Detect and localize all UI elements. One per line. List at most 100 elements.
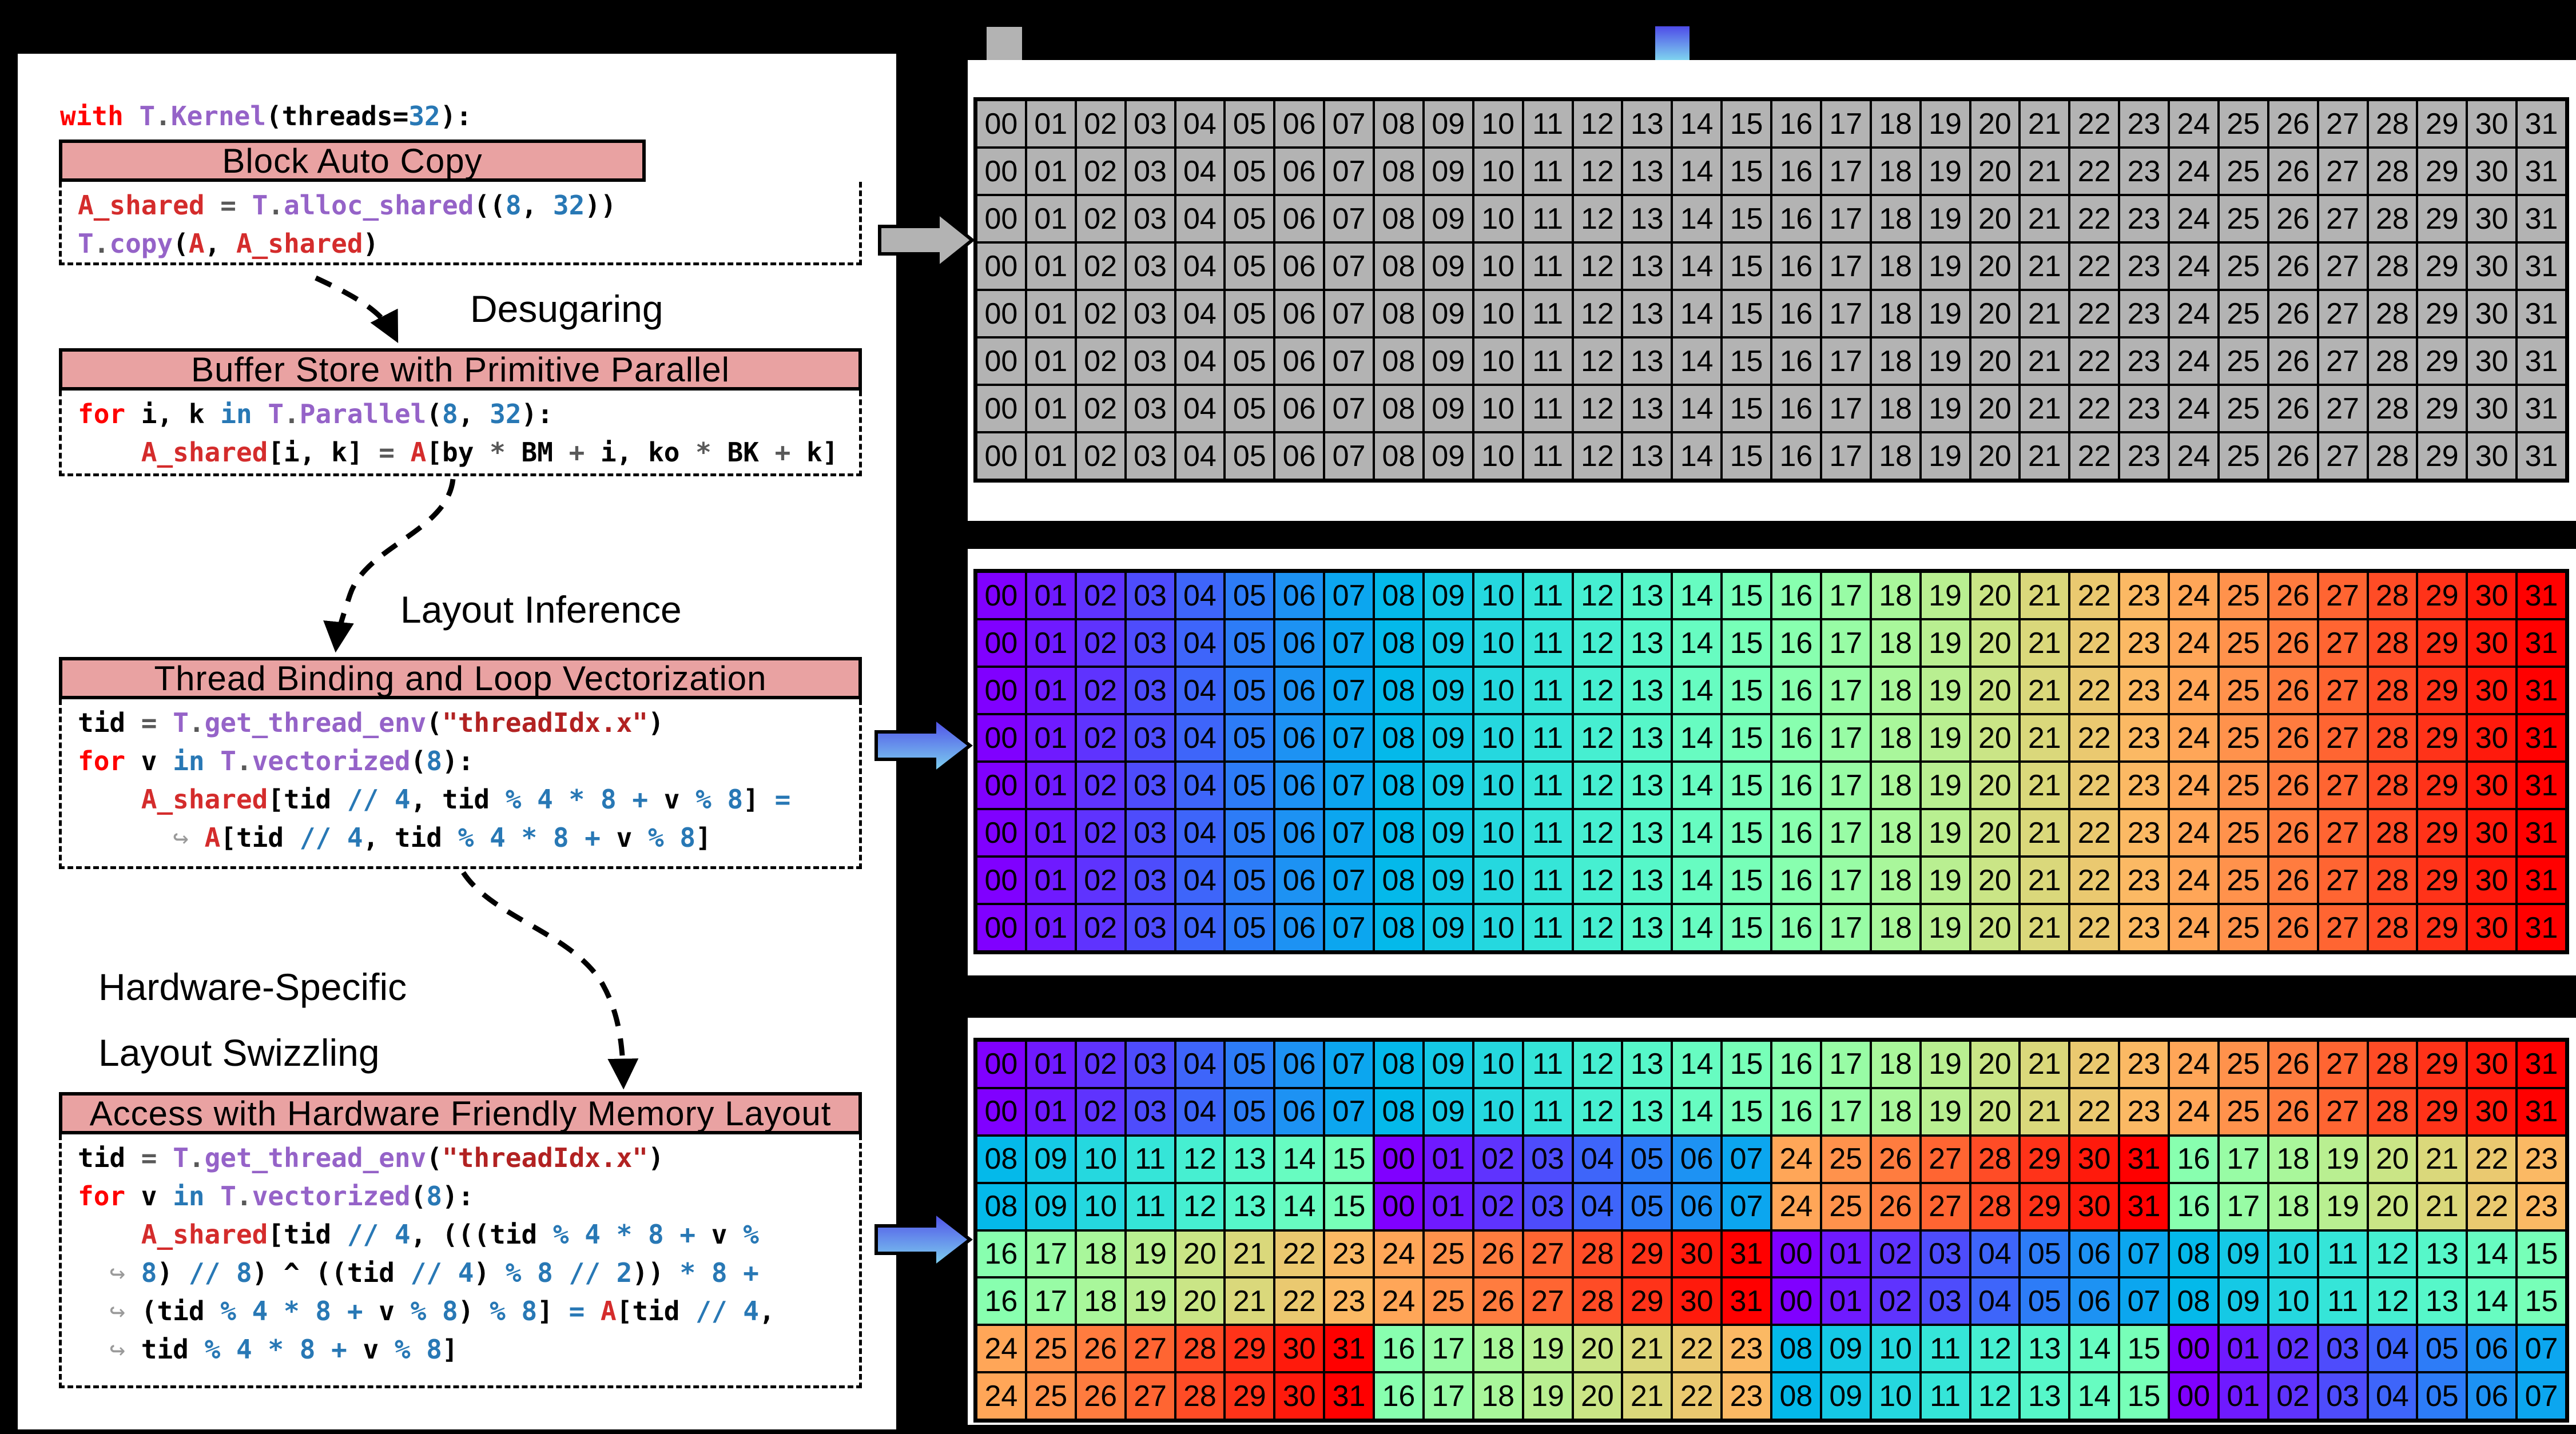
grid-cell: 03 (1125, 572, 1175, 619)
grid-cell: 16 (1771, 100, 1821, 148)
grid-cell: 25 (1423, 1230, 1473, 1278)
code-line: A_shared = T.alloc_shared((8, 32)) (78, 186, 859, 225)
code-token: A (600, 1296, 617, 1327)
code-token: * 8 + (679, 1257, 759, 1288)
grid-cell: 01 (2218, 1372, 2268, 1420)
grid-cell: 00 (976, 100, 1026, 148)
grid-cell: 12 (2367, 1277, 2418, 1325)
grid-cell: 00 (976, 290, 1026, 337)
grid-cell: 27 (2317, 904, 2368, 951)
grid-cell: 19 (1920, 904, 1970, 951)
grid-cell: 19 (1920, 100, 1970, 148)
grid-cell: 01 (1025, 432, 1076, 480)
grid-cell: 29 (2020, 1182, 2070, 1230)
grid-cell: 20 (1970, 809, 2020, 857)
code-token: = (141, 707, 157, 738)
code-token: A_shared (141, 437, 268, 468)
grid-cell: 11 (2317, 1230, 2368, 1278)
grid-cell: 01 (1025, 714, 1076, 762)
grid-cell: 24 (2169, 1088, 2219, 1136)
grid-cell: 17 (1820, 1041, 1871, 1088)
grid-cell: 15 (1722, 290, 1771, 337)
grid-cell: 04 (1175, 714, 1225, 762)
grid-cell: 31 (2517, 809, 2566, 857)
grid-cell: 14 (1672, 100, 1722, 148)
grid-cell: 00 (1771, 1277, 1821, 1325)
grid-cell: 10 (1473, 100, 1523, 148)
block2-code: for i, k in T.Parallel(8, 32): A_shared[… (59, 391, 862, 476)
grid-cell: 27 (2317, 714, 2368, 762)
code-token: ): (442, 746, 474, 776)
code-token: // 4 (347, 1219, 411, 1250)
grid-cell: 20 (1970, 385, 2020, 432)
grid-cell: 31 (2517, 667, 2566, 714)
grid-cell: 02 (1075, 1041, 1126, 1088)
code-token: ↪ (109, 1296, 141, 1327)
grid-cell: 17 (1820, 619, 1871, 667)
code-token: . (236, 746, 252, 776)
grid-cell: 19 (1920, 809, 1970, 857)
grid-cell: 03 (1522, 1135, 1573, 1183)
grid-cell: 15 (1722, 337, 1771, 385)
grid-cell: 03 (1125, 290, 1175, 337)
grid-cell: 18 (1075, 1277, 1126, 1325)
grid-cell: 31 (2517, 904, 2566, 951)
grid-cell: 21 (2417, 1135, 2467, 1183)
grid-cell: 02 (1075, 337, 1126, 385)
grid-cell: 11 (1522, 572, 1573, 619)
grid-cell: 09 (1423, 1041, 1473, 1088)
code-token: "threadIdx.x" (442, 1142, 649, 1173)
code-token: , (((tid (410, 1219, 553, 1250)
grid-cell: 07 (1324, 337, 1374, 385)
grid-cell: 24 (2169, 809, 2219, 857)
code-token: Kernel (170, 101, 267, 132)
grid-cell: 11 (1125, 1182, 1175, 1230)
grid-cell: 18 (1870, 100, 1921, 148)
grid-cell: 26 (2268, 242, 2318, 290)
grid-cell: 26 (2268, 100, 2318, 148)
grid-cell: 06 (1274, 100, 1325, 148)
grid-cell: 31 (2517, 195, 2566, 242)
grid-cell: 17 (1820, 385, 1871, 432)
grid-cell: 21 (2020, 714, 2070, 762)
grid-cell: 04 (2367, 1372, 2418, 1420)
code-panel: with T.Kernel(threads=32): Block Auto Co… (13, 49, 901, 1434)
grid-cell: 11 (1522, 857, 1573, 904)
legend-gray-swatch (987, 27, 1022, 61)
grid-cell: 09 (1423, 290, 1473, 337)
grid-cell: 28 (2367, 1088, 2418, 1136)
grid-cell: 19 (1125, 1277, 1175, 1325)
grid-cell: 11 (1125, 1135, 1175, 1183)
grid-cell: 22 (2467, 1135, 2517, 1183)
grid-cell: 06 (1274, 714, 1325, 762)
grid-cell: 18 (1870, 432, 1921, 480)
grid-cell: 08 (1374, 809, 1424, 857)
code-token: )) (632, 1257, 680, 1288)
grid-cell: 26 (2268, 1088, 2318, 1136)
code-token: [tid (268, 1219, 347, 1250)
grid-cell: 25 (1820, 1182, 1871, 1230)
grid-cell: 20 (1970, 1041, 2020, 1088)
grid-cell: 20 (1175, 1230, 1225, 1278)
grid-cell: 18 (1870, 762, 1921, 809)
grid-cell: 30 (2467, 809, 2517, 857)
grid-cell: 07 (1324, 572, 1374, 619)
grid-cell: 03 (1125, 100, 1175, 148)
grid-cell: 12 (1572, 385, 1623, 432)
code-token: ↪ (109, 1334, 141, 1365)
grid-cell: 26 (2268, 432, 2318, 480)
grid-cell: 13 (1622, 762, 1672, 809)
code-line: tid = T.get_thread_env("threadIdx.x") (78, 1139, 859, 1177)
code-token: A_shared (236, 228, 363, 259)
code-token: T (78, 228, 94, 259)
grid-cell: 29 (2417, 195, 2467, 242)
grid-cell: 14 (1672, 714, 1722, 762)
grid-cell: 12 (1572, 148, 1623, 195)
grid-cell: 31 (2517, 432, 2566, 480)
grid-cell: 13 (1622, 809, 1672, 857)
grid-cell: 01 (1820, 1277, 1871, 1325)
block2-title: Buffer Store with Primitive Parallel (191, 350, 730, 389)
grid-cell: 30 (2467, 619, 2517, 667)
code-token: T (220, 1181, 236, 1212)
code-token: (threads= (266, 101, 409, 132)
